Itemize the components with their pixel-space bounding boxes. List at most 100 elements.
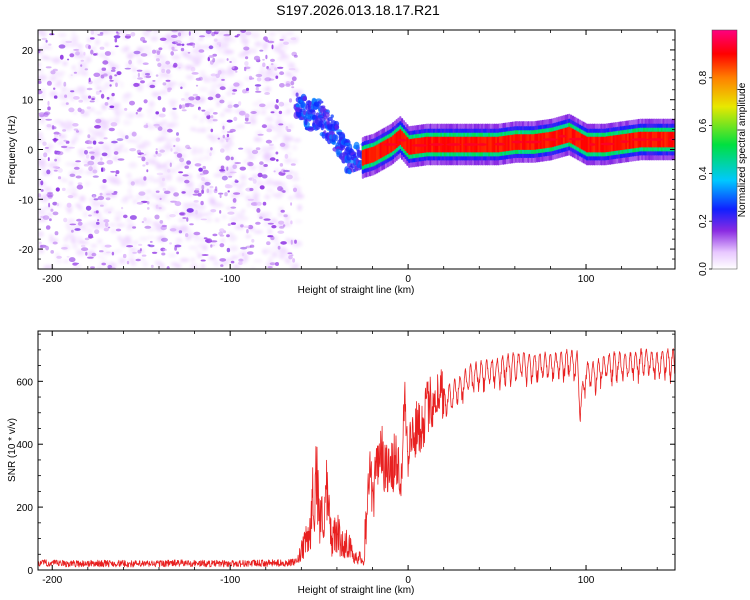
noise-haze-cell: [224, 108, 231, 113]
noise-blob: [130, 181, 135, 186]
noise-haze-cell: [49, 75, 57, 82]
noise-haze-cell: [118, 144, 124, 148]
noise-blob: [181, 43, 185, 46]
noise-blob: [291, 76, 297, 82]
noise-blob: [47, 106, 51, 111]
noise-blob: [255, 147, 261, 151]
noise-blob: [158, 207, 162, 210]
noise-haze-cell: [71, 35, 80, 40]
noise-haze-cell: [285, 71, 293, 77]
noise-blob: [271, 44, 274, 50]
noise-blob: [263, 218, 271, 221]
carrier-cell: [580, 133, 583, 150]
noise-blob: [155, 150, 158, 155]
noise-blob: [138, 107, 143, 111]
noise-blob: [155, 148, 158, 151]
onset-blob: [324, 111, 330, 118]
snr-series: [38, 348, 675, 568]
noise-haze-cell: [39, 118, 45, 125]
noise-blob: [52, 68, 58, 72]
spectrogram-xtick-label: 100: [578, 274, 595, 285]
noise-haze-cell: [133, 75, 138, 79]
noise-haze-cell: [240, 38, 250, 44]
noise-blob: [116, 138, 124, 142]
noise-blob: [179, 211, 186, 216]
colorbar-tick-label: 0.0: [698, 262, 709, 276]
noise-blob: [161, 224, 167, 228]
noise-blob: [254, 90, 262, 93]
noise-blob: [97, 33, 104, 36]
noise-haze-cell: [45, 148, 51, 154]
noise-blob: [262, 201, 267, 206]
noise-blob: [226, 119, 233, 123]
noise-blob: [214, 186, 218, 192]
noise-blob: [46, 80, 52, 86]
noise-haze-cell: [77, 240, 86, 244]
noise-blob: [228, 175, 233, 178]
noise-blob: [265, 54, 268, 60]
noise-blob: [169, 228, 177, 232]
noise-haze-cell: [55, 258, 63, 264]
noise-haze-cell: [293, 138, 302, 143]
noise-blob: [140, 53, 148, 57]
noise-blob: [124, 67, 131, 70]
noise-blob: [205, 30, 212, 35]
noise-haze-cell: [171, 54, 181, 61]
noise-blob: [277, 186, 283, 192]
noise-blob: [115, 82, 118, 88]
noise-haze-cell: [38, 154, 44, 158]
onset-blob: [303, 95, 307, 102]
noise-blob: [159, 37, 167, 41]
noise-blob: [69, 223, 77, 226]
noise-haze-cell: [147, 124, 156, 130]
noise-blob: [195, 209, 198, 215]
noise-blob: [247, 224, 254, 230]
noise-blob: [218, 192, 224, 195]
colorbar-tick-label: 0.6: [698, 118, 709, 132]
noise-haze-cell: [41, 193, 50, 200]
noise-blob: [107, 226, 111, 229]
carrier-cell: [377, 143, 381, 160]
noise-blob: [276, 159, 279, 162]
spectrogram-ytick-label: -10: [19, 195, 34, 206]
noise-haze-cell: [219, 137, 225, 144]
noise-haze-cell: [65, 162, 73, 166]
noise-haze-cell: [282, 57, 291, 64]
noise-haze-cell: [93, 30, 99, 36]
noise-haze-cell: [247, 202, 252, 208]
noise-haze-cell: [165, 138, 172, 145]
noise-blob: [77, 221, 83, 226]
noise-blob: [202, 169, 209, 175]
noise-blob: [210, 244, 213, 248]
noise-blob: [106, 193, 111, 196]
noise-haze-cell: [158, 262, 165, 269]
noise-haze-cell: [225, 49, 235, 55]
noise-blob: [279, 83, 285, 88]
carrier-peak: [648, 138, 664, 141]
noise-blob: [61, 247, 68, 250]
carrier-cell: [367, 148, 370, 164]
noise-blob: [162, 177, 165, 182]
noise-blob: [111, 92, 115, 97]
noise-blob: [94, 125, 101, 129]
noise-haze-cell: [174, 114, 179, 120]
noise-haze-cell: [72, 110, 78, 115]
noise-haze-cell: [268, 145, 275, 150]
noise-blob: [60, 145, 68, 149]
noise-blob: [172, 107, 177, 110]
carrier-cell: [509, 134, 512, 151]
noise-blob: [288, 68, 296, 71]
noise-blob: [90, 49, 94, 55]
snr-ytick-label: 600: [16, 377, 33, 388]
noise-blob: [290, 80, 295, 86]
noise-blob: [84, 237, 90, 241]
noise-haze-cell: [76, 250, 85, 257]
noise-haze-cell: [266, 102, 277, 109]
noise-blob: [156, 153, 162, 157]
noise-blob: [92, 140, 97, 145]
noise-blob: [106, 251, 111, 254]
carrier-cell: [409, 138, 413, 155]
noise-blob: [251, 238, 255, 243]
noise-blob: [52, 201, 58, 206]
noise-blob: [250, 202, 259, 206]
